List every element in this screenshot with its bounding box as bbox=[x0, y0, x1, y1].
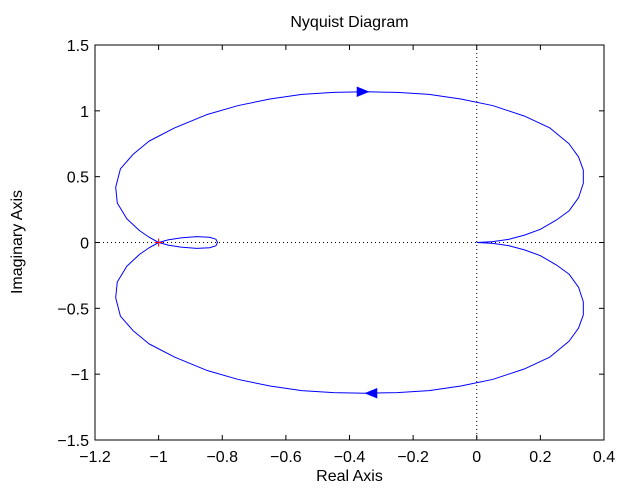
chart-title: Nyquist Diagram bbox=[290, 14, 408, 31]
x-tick-label: 0 bbox=[472, 449, 481, 466]
x-tick-label: −0.4 bbox=[334, 449, 366, 466]
y-tick-label: 0.5 bbox=[67, 170, 89, 187]
y-tick-label: 0 bbox=[80, 236, 89, 253]
y-tick-label: −0.5 bbox=[57, 301, 89, 318]
plot-area-frame bbox=[94, 44, 605, 441]
x-tick-label: 0.2 bbox=[529, 449, 551, 466]
direction-arrow-upper bbox=[356, 86, 370, 97]
x-tick-label: −0.8 bbox=[206, 449, 238, 466]
x-tick-label: −0.6 bbox=[270, 449, 302, 466]
y-tick-label: 1 bbox=[80, 104, 89, 121]
y-tick-label: −1.5 bbox=[57, 433, 89, 450]
tick-labels: −1.2 −1 −0.8 −0.6 −0.4 −0.2 0 0.2 0.4 1.5 1 0.5 0 −0.… bbox=[57, 38, 615, 466]
reference-lines bbox=[95, 45, 604, 440]
x-tick-label: −1.2 bbox=[79, 449, 111, 466]
nyquist-curve-group bbox=[115, 86, 584, 399]
markers-group bbox=[154, 238, 163, 247]
y-tick-label: −1 bbox=[71, 367, 89, 384]
nyquist-curve bbox=[115, 91, 584, 394]
direction-arrow-lower bbox=[364, 388, 378, 399]
x-tick-label: −1 bbox=[150, 449, 168, 466]
x-tick-label: −0.2 bbox=[397, 449, 429, 466]
y-tick-label: 1.5 bbox=[67, 38, 89, 55]
y-axis-title: Imaginary Axis bbox=[9, 190, 26, 294]
x-axis-title: Real Axis bbox=[316, 468, 383, 485]
x-tick-label: 0.4 bbox=[593, 449, 615, 466]
